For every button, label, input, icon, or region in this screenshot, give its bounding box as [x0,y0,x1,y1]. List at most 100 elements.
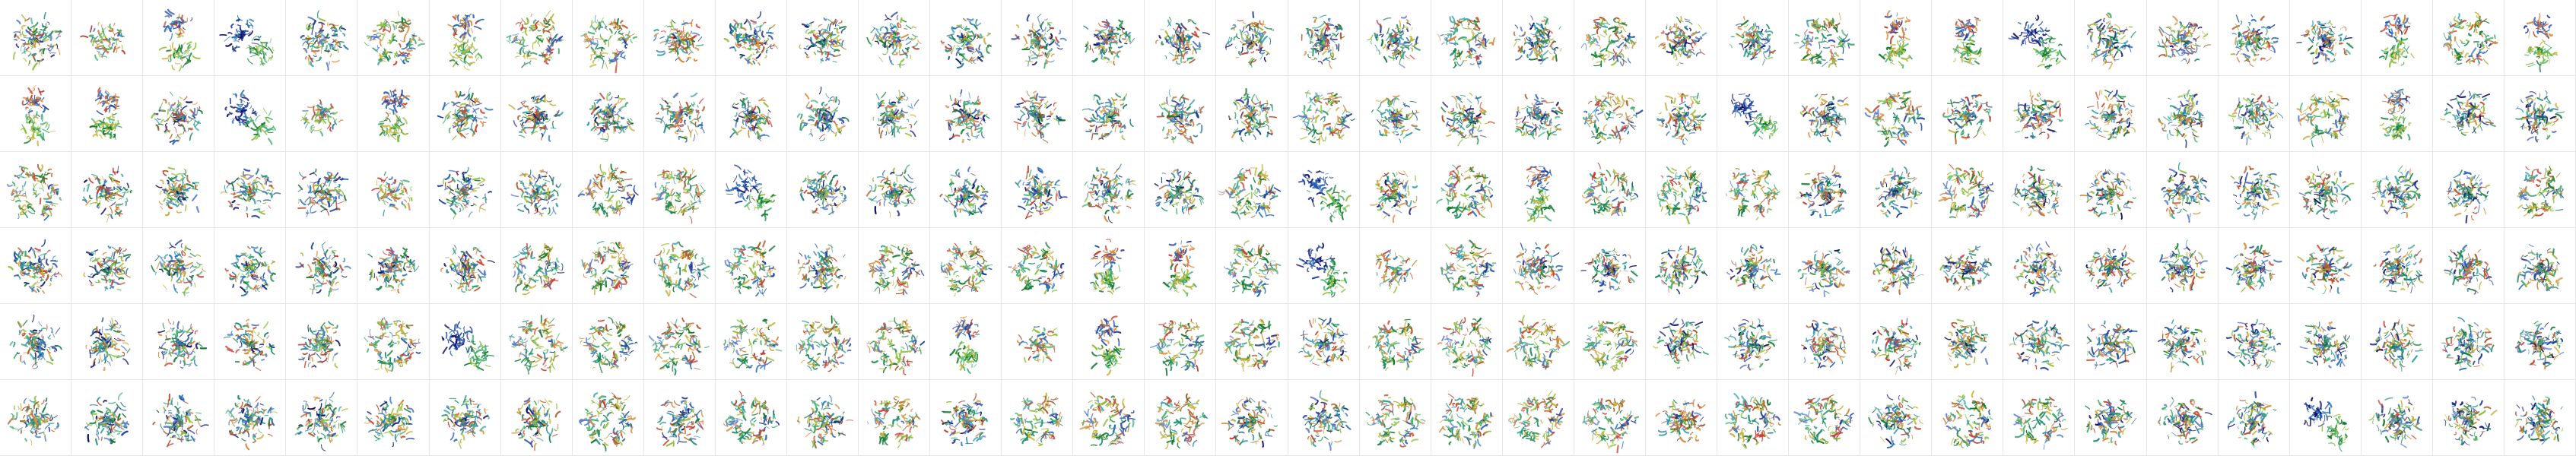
structure-tile[interactable] [1002,228,1074,304]
structure-tile[interactable] [2361,0,2433,76]
structure-tile[interactable] [1932,304,2004,380]
structure-tile[interactable] [1216,152,1288,228]
structure-tile[interactable] [286,380,358,456]
structure-tile[interactable] [1860,380,1933,456]
structure-tile[interactable] [1574,0,1646,76]
structure-tile[interactable] [71,0,144,76]
structure-tile[interactable] [2218,380,2290,456]
structure-tile[interactable] [2361,228,2433,304]
structure-tile[interactable] [930,304,1002,380]
structure-tile[interactable] [1359,76,1431,152]
structure-tile[interactable] [2432,228,2505,304]
structure-tile[interactable] [1717,152,1790,228]
structure-tile[interactable] [1359,0,1431,76]
structure-tile[interactable] [1073,76,1145,152]
structure-tile[interactable] [2075,228,2147,304]
structure-tile[interactable] [2218,228,2290,304]
structure-tile[interactable] [1073,0,1145,76]
structure-tile[interactable] [71,228,144,304]
structure-tile[interactable] [2146,76,2219,152]
structure-tile[interactable] [1073,228,1145,304]
structure-tile[interactable] [143,76,215,152]
structure-tile[interactable] [1502,0,1574,76]
structure-tile[interactable] [1002,304,1074,380]
structure-tile[interactable] [1860,304,1933,380]
structure-tile[interactable] [572,304,644,380]
structure-tile[interactable] [859,304,931,380]
structure-tile[interactable] [2361,380,2433,456]
structure-tile[interactable] [1288,76,1360,152]
structure-tile[interactable] [1574,76,1646,152]
structure-tile[interactable] [859,380,931,456]
structure-tile[interactable] [2003,152,2076,228]
structure-tile[interactable] [0,76,72,152]
structure-tile[interactable] [2003,76,2076,152]
structure-tile[interactable] [2361,152,2433,228]
structure-tile[interactable] [2361,76,2433,152]
structure-tile[interactable] [1932,380,2004,456]
structure-tile[interactable] [1645,152,1717,228]
structure-tile[interactable] [1717,380,1790,456]
structure-tile[interactable] [2075,152,2147,228]
structure-tile[interactable] [1216,380,1288,456]
structure-tile[interactable] [1216,228,1288,304]
structure-tile[interactable] [286,304,358,380]
structure-tile[interactable] [2289,76,2362,152]
structure-tile[interactable] [1073,380,1145,456]
structure-tile[interactable] [1145,228,1217,304]
structure-tile[interactable] [930,152,1002,228]
structure-tile[interactable] [1574,152,1646,228]
structure-tile[interactable] [2075,304,2147,380]
structure-tile[interactable] [214,304,287,380]
structure-tile[interactable] [357,0,430,76]
structure-tile[interactable] [1717,228,1790,304]
structure-tile[interactable] [1932,152,2004,228]
structure-tile[interactable] [1073,304,1145,380]
structure-tile[interactable] [786,76,859,152]
structure-tile[interactable] [2146,0,2219,76]
structure-tile[interactable] [2289,152,2362,228]
structure-tile[interactable] [143,228,215,304]
structure-tile[interactable] [2146,380,2219,456]
structure-tile[interactable] [859,228,931,304]
structure-tile[interactable] [429,0,501,76]
structure-tile[interactable] [1359,304,1431,380]
structure-tile[interactable] [2289,0,2362,76]
structure-tile[interactable] [214,228,287,304]
structure-tile[interactable] [286,76,358,152]
structure-tile[interactable] [1645,0,1717,76]
structure-tile[interactable] [357,304,430,380]
structure-tile[interactable] [715,380,787,456]
structure-tile[interactable] [1431,0,1503,76]
structure-tile[interactable] [715,0,787,76]
structure-tile[interactable] [930,380,1002,456]
structure-tile[interactable] [500,152,573,228]
structure-tile[interactable] [1717,76,1790,152]
structure-tile[interactable] [1502,152,1574,228]
structure-tile[interactable] [1645,228,1717,304]
structure-tile[interactable] [1002,380,1074,456]
structure-tile[interactable] [2432,76,2505,152]
structure-tile[interactable] [1789,76,1861,152]
structure-tile[interactable] [2504,76,2576,152]
structure-tile[interactable] [2075,76,2147,152]
structure-tile[interactable] [572,152,644,228]
structure-tile[interactable] [214,380,287,456]
structure-tile[interactable] [572,228,644,304]
structure-tile[interactable] [71,380,144,456]
structure-tile[interactable] [2504,152,2576,228]
structure-tile[interactable] [2003,304,2076,380]
structure-tile[interactable] [572,380,644,456]
structure-tile[interactable] [2432,380,2505,456]
structure-tile[interactable] [930,228,1002,304]
structure-tile[interactable] [143,0,215,76]
structure-tile[interactable] [2504,380,2576,456]
structure-tile[interactable] [643,0,716,76]
structure-tile[interactable] [429,228,501,304]
structure-tile[interactable] [1860,0,1933,76]
structure-tile[interactable] [2504,304,2576,380]
structure-tile[interactable] [715,76,787,152]
structure-tile[interactable] [2146,304,2219,380]
structure-tile[interactable] [1431,152,1503,228]
structure-tile[interactable] [429,380,501,456]
